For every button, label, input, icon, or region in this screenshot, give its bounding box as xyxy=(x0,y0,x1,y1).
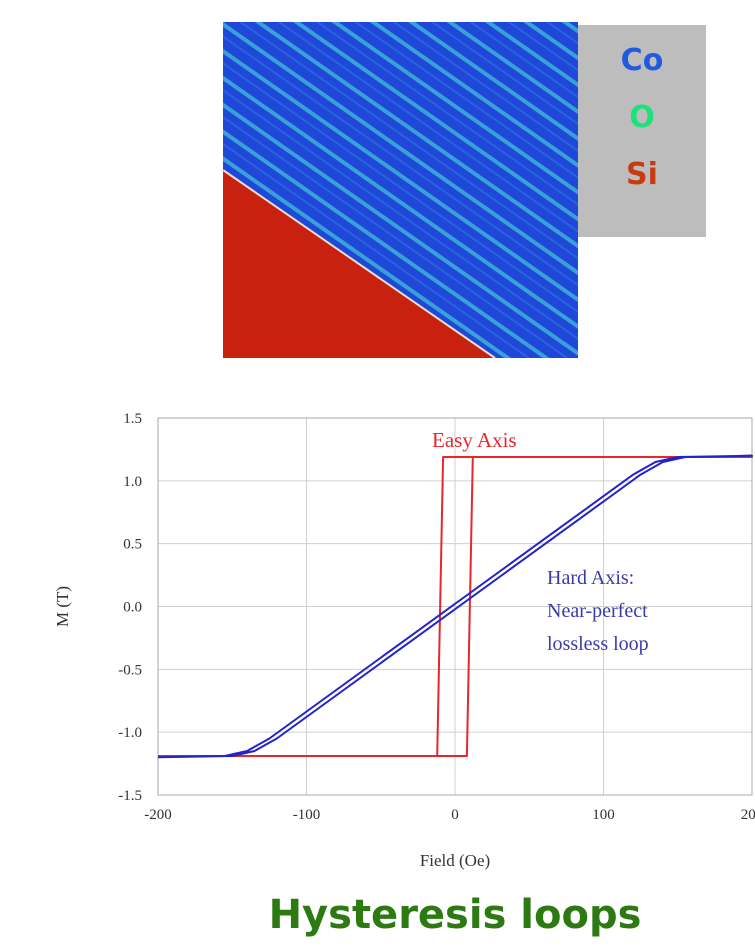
chart: 1.5 1.0 0.5 0.0 -0.5 -1.0 -1.5-200 -100 0 100 200 F… xyxy=(53,411,755,870)
series-line xyxy=(157,454,753,759)
series-label: Easy Axis xyxy=(432,428,517,452)
x-tick-label: -200 xyxy=(144,807,172,823)
x-tick-label: -100 xyxy=(293,807,321,823)
element-legend: Co O Si xyxy=(578,25,706,237)
x-axis-label: Field (Oe) xyxy=(420,851,490,870)
series-line xyxy=(158,456,753,757)
x-tick-label: 100 xyxy=(592,807,615,823)
y-tick-label: -1.5 xyxy=(118,788,142,804)
y-tick-label: -0.5 xyxy=(118,662,142,678)
series-label: Hard Axis: xyxy=(547,567,634,589)
y-axis-label: M (T) xyxy=(53,586,72,627)
y-tick-label: 0.5 xyxy=(123,537,142,553)
y-tick-label: 1.0 xyxy=(123,474,142,490)
legend-o: O xyxy=(629,100,655,135)
micrograph xyxy=(223,22,578,358)
annotation: Near-perfect xyxy=(547,600,648,622)
y-tick-label: -1.0 xyxy=(118,725,142,741)
plot-frame xyxy=(157,417,753,796)
legend-co: Co xyxy=(621,43,664,78)
legend-si: Si xyxy=(626,157,658,192)
x-tick-label: 200 xyxy=(741,807,755,823)
caption: Hysteresis loops xyxy=(269,892,642,938)
annotation: lossless loop xyxy=(547,633,649,655)
y-tick-label: 1.5 xyxy=(123,411,142,427)
y-tick-label: 0.0 xyxy=(123,600,142,616)
x-tick-label: 0 xyxy=(451,807,459,823)
